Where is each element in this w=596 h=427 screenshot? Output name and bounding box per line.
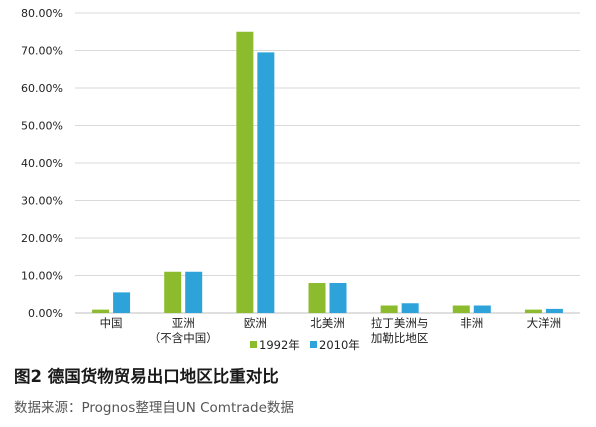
y-tick-label: 0.00% — [28, 307, 63, 320]
legend-swatch — [250, 341, 257, 348]
bar-series2 — [185, 271, 203, 313]
bar-series1 — [524, 309, 542, 313]
y-tick-label: 70.00% — [21, 45, 63, 58]
bar-series1 — [164, 271, 182, 313]
legend-swatch — [310, 341, 317, 348]
x-category-label: 拉丁美洲与加勒比地区 — [371, 316, 429, 345]
y-tick-label: 10.00% — [21, 270, 63, 283]
x-category-label: 北美洲 — [310, 316, 345, 330]
bar-series2 — [113, 292, 131, 313]
bar-series2 — [401, 303, 419, 313]
x-category-label: 非洲 — [460, 316, 483, 330]
x-axis-labels: 中国 亚洲（不含中国） 欧洲 北美洲 拉丁美洲与加勒比地区 非洲 大洋洲 — [100, 316, 562, 345]
legend-label: 1992年 — [259, 338, 300, 352]
x-category-label: 中国 — [100, 316, 123, 330]
y-tick-label: 30.00% — [21, 195, 63, 208]
bar-series1 — [308, 283, 326, 313]
y-tick-label: 20.00% — [21, 232, 63, 245]
legend: 1992年 2010年 — [250, 338, 360, 352]
y-tick-label: 50.00% — [21, 120, 63, 133]
legend-label: 2010年 — [319, 338, 360, 352]
figure-title: 图2 德国货物贸易出口地区比重对比 — [14, 367, 279, 386]
figure-source: 数据来源：Prognos整理自UN Comtrade数据 — [14, 400, 294, 416]
bar-series1 — [236, 31, 254, 313]
chart-area: 0.00% 10.00% 20.00% 30.00% 40.00% 50.00% 60.00… — [21, 7, 580, 352]
y-tick-label: 80.00% — [21, 7, 63, 20]
y-axis-ticks: 0.00% 10.00% 20.00% 30.00% 40.00% 50.00% 60.00… — [21, 7, 63, 320]
figure-caption: 图2 德国货物贸易出口地区比重对比 数据来源：Prognos整理自UN Comt… — [14, 366, 584, 418]
x-category-label: 大洋洲 — [527, 316, 562, 330]
x-category-label: 欧洲 — [244, 316, 267, 330]
y-tick-label: 60.00% — [21, 82, 63, 95]
bar-series2 — [329, 283, 347, 313]
grid-lines — [75, 12, 580, 314]
bar-series1 — [452, 305, 470, 313]
bars — [92, 31, 563, 313]
bar-series2 — [473, 305, 491, 313]
y-tick-label: 40.00% — [21, 157, 63, 170]
bar-series2 — [545, 308, 563, 313]
bar-series2 — [257, 52, 275, 313]
x-category-label: 亚洲（不含中国） — [149, 316, 218, 345]
bar-chart: 0.00% 10.00% 20.00% 30.00% 40.00% 50.00% 60.00… — [21, 7, 580, 352]
bar-series1 — [380, 305, 398, 313]
bar-series1 — [92, 309, 110, 313]
